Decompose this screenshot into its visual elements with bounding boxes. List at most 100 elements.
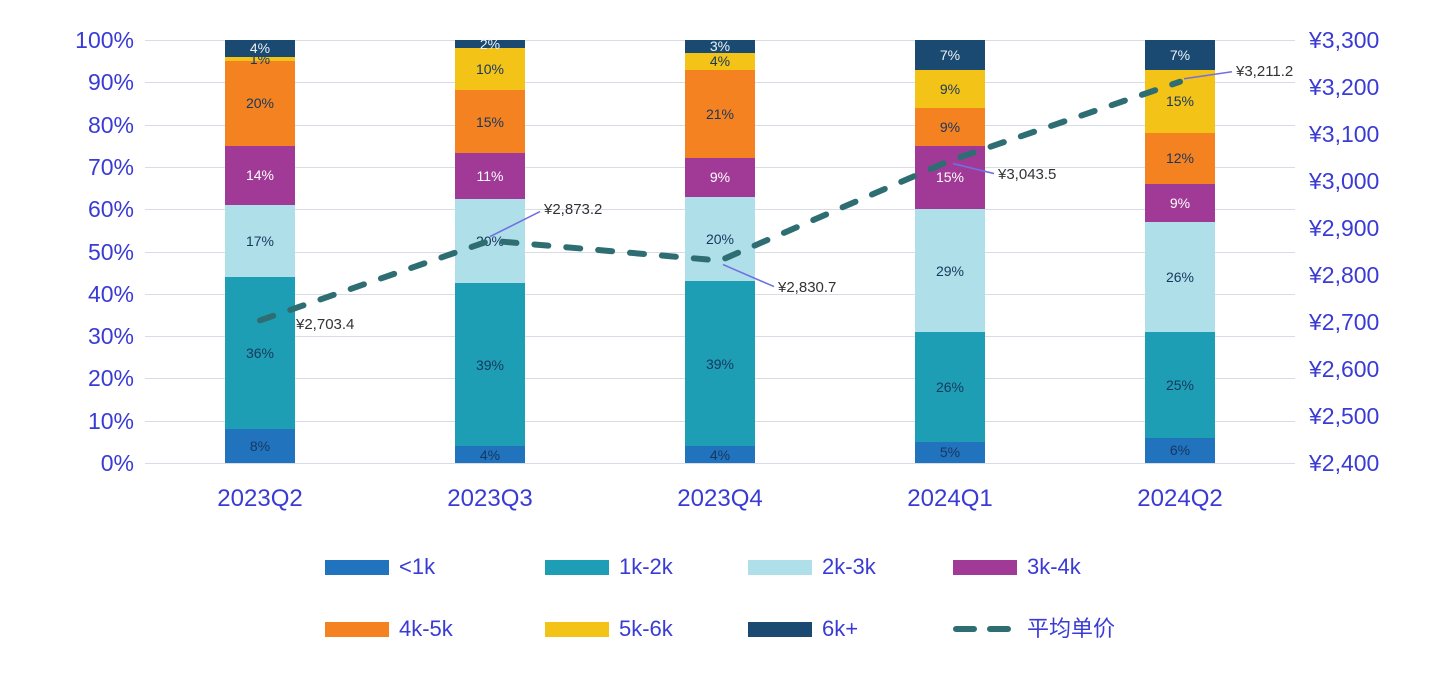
left-axis-tick: 50%	[87, 239, 134, 265]
bar-segment-2023Q2-3k-4k: 14%	[225, 145, 295, 205]
segment-value-label: 29%	[935, 262, 965, 279]
right-axis-tick: ¥2,900	[1309, 215, 1380, 241]
segment-value-label: 39%	[475, 356, 505, 373]
bar-segment-2023Q2-2k-3k: 17%	[225, 204, 295, 277]
legend-color-swatch	[325, 559, 389, 575]
category-label: 2023Q4	[677, 485, 763, 512]
segment-value-label: 7%	[939, 46, 961, 63]
legend-item-6k+[interactable]: 6k+	[748, 616, 858, 642]
bar-segment-2024Q1-<1k: 5%	[915, 441, 985, 463]
segment-value-label: 5%	[939, 444, 961, 461]
average-price-value-label: ¥2,703.4	[296, 316, 355, 334]
segment-value-label: 2%	[479, 36, 501, 53]
segment-value-label: 4%	[249, 40, 271, 57]
legend-label: 6k+	[822, 616, 859, 641]
bar-segment-2024Q2-1k-2k: 25%	[1145, 331, 1215, 438]
bar-segment-2023Q3-5k-6k: 10%	[455, 48, 525, 91]
segment-value-label: 26%	[935, 378, 965, 395]
right-axis-tick: ¥3,100	[1309, 121, 1380, 147]
bar-segment-2023Q2-4k-5k: 20%	[225, 61, 295, 146]
bar-segment-2023Q2-1k-2k: 36%	[225, 276, 295, 430]
left-axis-tick: 70%	[87, 154, 134, 180]
legend-color-swatch	[325, 621, 389, 637]
segment-value-label: 17%	[245, 232, 275, 249]
legend-item-5k-6k[interactable]: 5k-6k	[545, 616, 673, 642]
bar-segment-2023Q4-<1k: 4%	[685, 446, 755, 463]
bar-segment-2024Q1-6k+: 7%	[915, 40, 985, 70]
bar-segment-2023Q4-6k+: 3%	[685, 38, 755, 55]
category-label: 2024Q1	[907, 485, 993, 512]
legend-item-4k-5k[interactable]: 4k-5k	[325, 616, 453, 642]
average-price-value-label: ¥2,830.7	[778, 278, 837, 296]
segment-value-label: 3%	[709, 38, 731, 55]
bar-segment-2023Q3-3k-4k: 11%	[455, 153, 525, 200]
segment-value-label: 6%	[1169, 442, 1191, 459]
legend-label: 平均单价	[1027, 616, 1116, 641]
average-price-value-label: ¥2,873.2	[544, 200, 603, 218]
bar-segment-2023Q3-1k-2k: 39%	[455, 282, 525, 447]
segment-value-label: 39%	[705, 355, 735, 372]
right-axis-tick: ¥2,800	[1309, 262, 1380, 288]
right-axis-tick: ¥2,500	[1309, 403, 1380, 429]
bar-segment-2023Q4-3k-4k: 9%	[685, 158, 755, 197]
legend-item-平均单价[interactable]: 平均单价	[953, 616, 1115, 642]
segment-value-label: 15%	[935, 169, 965, 186]
bar-segment-2024Q2-<1k: 6%	[1145, 437, 1215, 463]
segment-value-label: 21%	[705, 106, 735, 123]
segment-value-label: 25%	[1165, 376, 1195, 393]
segment-value-label: 20%	[705, 230, 735, 247]
bar-segment-2024Q1-4k-5k: 9%	[915, 107, 985, 146]
legend-color-swatch	[953, 559, 1017, 575]
left-axis-tick: 90%	[87, 69, 134, 95]
bar-segment-2024Q1-1k-2k: 26%	[915, 331, 985, 442]
segment-value-label: 11%	[476, 168, 504, 185]
left-axis-tick: 20%	[87, 365, 134, 391]
right-axis-tick: ¥2,600	[1309, 356, 1380, 382]
segment-value-label: 26%	[1165, 268, 1195, 285]
bar-segment-2024Q2-2k-3k: 26%	[1145, 221, 1215, 332]
left-axis-tick: 30%	[87, 323, 134, 349]
legend-item-2k-3k[interactable]: 2k-3k	[748, 554, 876, 580]
right-axis-tick: ¥3,200	[1309, 74, 1380, 100]
right-axis-tick: ¥2,700	[1309, 309, 1380, 335]
segment-value-label: 4%	[479, 446, 501, 463]
right-axis-tick: ¥3,000	[1309, 168, 1380, 194]
legend-label: 1k-2k	[619, 554, 673, 579]
bar-segment-2024Q2-3k-4k: 9%	[1145, 183, 1215, 222]
legend-label: <1k	[399, 554, 436, 579]
bar-segment-2023Q2-5k-6k: 1%	[225, 52, 295, 66]
left-axis-tick: 40%	[87, 281, 134, 307]
bar-segment-2023Q3-2k-3k: 20%	[455, 199, 525, 283]
legend-item-<1k[interactable]: <1k	[325, 554, 435, 580]
segment-value-label: 7%	[1169, 46, 1191, 63]
legend-color-swatch	[545, 621, 609, 637]
left-axis-tick: 80%	[87, 112, 134, 138]
bar-segment-2023Q2-<1k: 8%	[225, 429, 295, 463]
segment-value-label: 9%	[939, 118, 961, 135]
right-axis-tick: ¥3,300	[1309, 27, 1380, 53]
bar-segment-2024Q2-6k+: 7%	[1145, 40, 1215, 70]
gridline	[145, 463, 1295, 464]
bar-segment-2023Q4-1k-2k: 39%	[685, 281, 755, 447]
segment-value-label: 8%	[249, 438, 271, 455]
legend-label: 3k-4k	[1027, 554, 1081, 579]
segment-value-label: 15%	[475, 113, 505, 130]
segment-value-label: 10%	[475, 61, 505, 78]
bar-segment-2024Q1-5k-6k: 9%	[915, 69, 985, 108]
left-axis-tick: 100%	[75, 27, 134, 53]
bar-segment-2023Q4-2k-3k: 20%	[685, 196, 755, 282]
segment-value-label: 14%	[245, 167, 275, 184]
legend-item-1k-2k[interactable]: 1k-2k	[545, 554, 673, 580]
segment-value-label: 9%	[709, 169, 731, 186]
segment-value-label: 9%	[1169, 194, 1191, 211]
left-axis-tick: 10%	[87, 408, 134, 434]
right-axis-tick: ¥2,400	[1309, 450, 1380, 476]
legend-item-3k-4k[interactable]: 3k-4k	[953, 554, 1081, 580]
average-price-value-label: ¥3,043.5	[998, 165, 1057, 183]
legend-color-swatch	[545, 559, 609, 575]
left-axis-tick: 60%	[87, 196, 134, 222]
bar-segment-2023Q4-4k-5k: 21%	[685, 69, 755, 159]
category-label: 2023Q2	[217, 485, 303, 512]
category-label: 2023Q3	[447, 485, 533, 512]
segment-value-label: 15%	[1165, 93, 1195, 110]
